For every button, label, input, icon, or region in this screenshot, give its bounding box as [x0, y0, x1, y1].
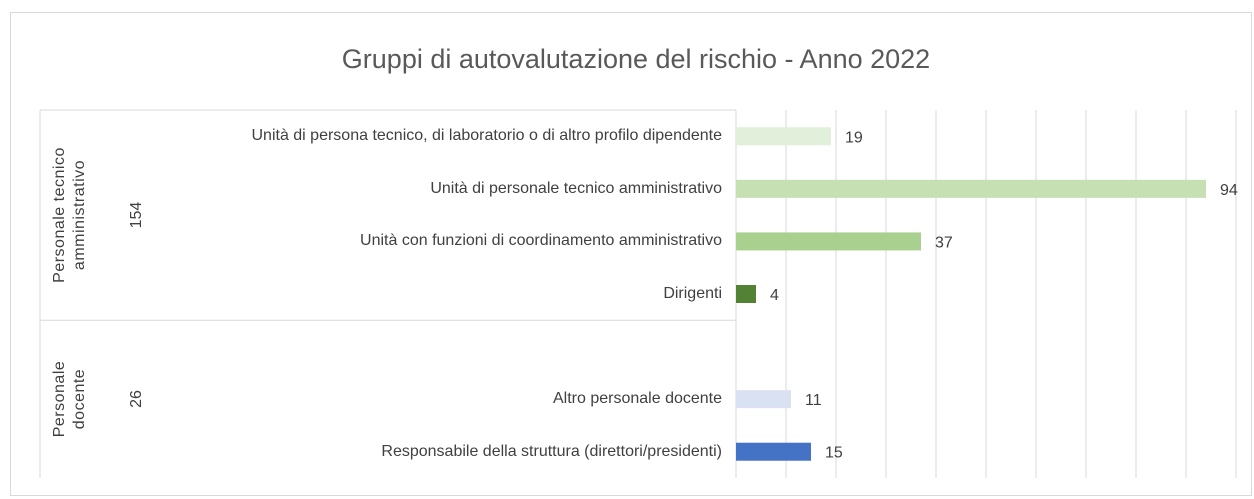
category-label: Unità di personale tecnico amministrativ… [430, 179, 722, 197]
bar [736, 179, 1206, 198]
bar [736, 232, 921, 251]
data-label: 94 [1220, 182, 1238, 199]
data-label: 15 [825, 445, 843, 462]
data-label: 37 [935, 234, 953, 251]
group-label: Personale tecnico amministrativo [51, 147, 88, 283]
category-label: Altro personale docente [553, 390, 722, 408]
bar [736, 127, 831, 146]
data-label: 11 [805, 392, 822, 409]
category-label: Dirigenti [663, 285, 722, 302]
bar [736, 285, 756, 303]
data-label: 4 [770, 287, 779, 304]
chart-title: Gruppi di autovalutazione del rischio - … [342, 44, 930, 74]
group-label: Personale docente [50, 360, 88, 438]
bar [736, 442, 811, 461]
category-label: Responsabile della struttura (direttori/… [381, 442, 722, 460]
category-label: Unità di persona tecnico, di laboratorio… [251, 127, 722, 145]
category-label: Unità con funzioni di coordinamento ammi… [360, 232, 722, 250]
chart-frame [10, 12, 1252, 496]
group-total: 26 [128, 390, 145, 409]
bar [736, 390, 791, 409]
group-total: 154 [128, 201, 145, 229]
data-label: 19 [845, 129, 863, 146]
